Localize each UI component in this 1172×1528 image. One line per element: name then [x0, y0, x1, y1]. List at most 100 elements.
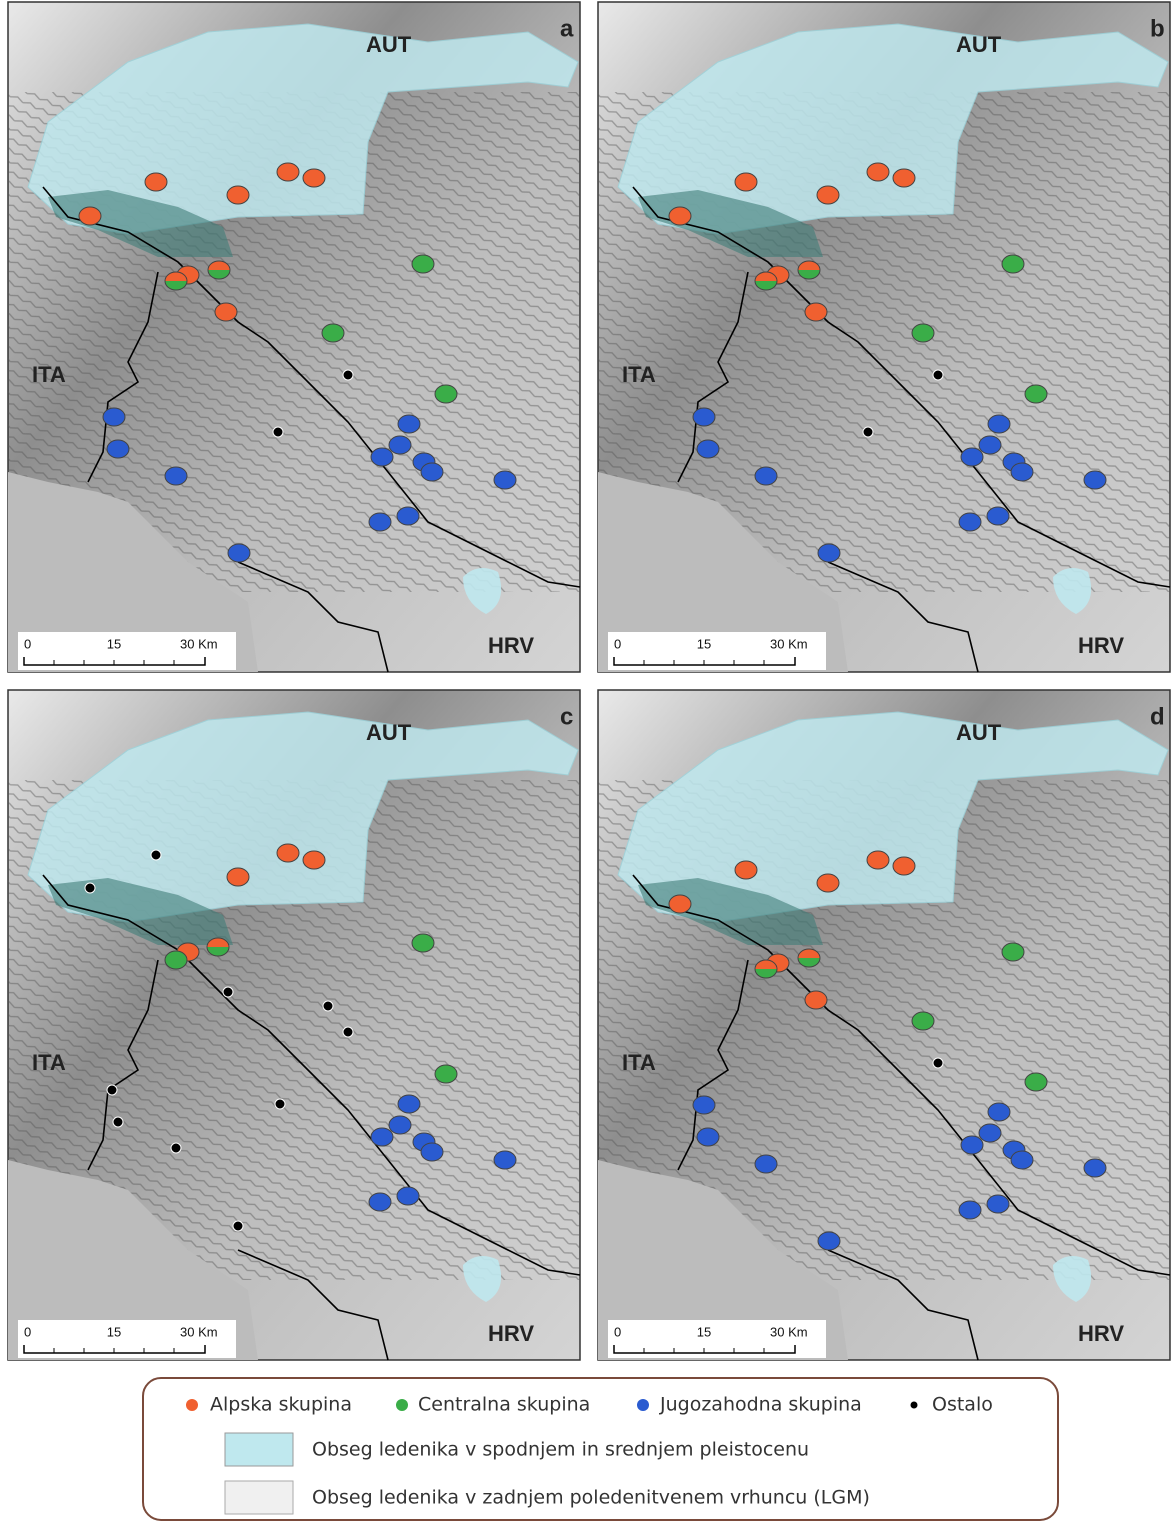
- site-southwest: [398, 415, 420, 433]
- site-central: [435, 1065, 457, 1083]
- site-southwest: [755, 467, 777, 485]
- legend-dot: [186, 1399, 198, 1411]
- site-southwest: [818, 1232, 840, 1250]
- site-central: [165, 951, 187, 969]
- site-alpine: [735, 173, 757, 191]
- site-southwest: [693, 408, 715, 426]
- site-alpine: [227, 868, 249, 886]
- site-other: [323, 1001, 333, 1011]
- scale-label: 30 Km: [770, 636, 808, 651]
- scale-label: 30 Km: [180, 1324, 218, 1339]
- site-alpine: [277, 844, 299, 862]
- legend-swatch: [225, 1433, 293, 1466]
- site-other: [933, 1058, 943, 1068]
- country-label: ITA: [622, 362, 656, 387]
- legend-dot: [396, 1399, 408, 1411]
- site-southwest: [959, 513, 981, 531]
- site-alpine: [303, 851, 325, 869]
- site-central: [1002, 255, 1024, 273]
- map-panel: aAUTITAHRV01530 Km: [8, 2, 580, 672]
- site-other: [275, 1099, 285, 1109]
- site-central: [435, 385, 457, 403]
- site-southwest: [398, 1095, 420, 1113]
- site-alpine: [805, 303, 827, 321]
- site-central: [412, 934, 434, 952]
- site-southwest: [1011, 463, 1033, 481]
- scale-label: 15: [697, 1324, 711, 1339]
- scale-label: 0: [614, 636, 621, 651]
- scale-label: 15: [697, 636, 711, 651]
- map-panel: bAUTITAHRV01530 Km: [598, 2, 1170, 672]
- country-label: HRV: [1078, 1321, 1124, 1346]
- scale-label: 30 Km: [180, 636, 218, 651]
- site-southwest: [959, 1201, 981, 1219]
- site-southwest: [371, 448, 393, 466]
- site-southwest: [1084, 1159, 1106, 1177]
- site-southwest: [165, 467, 187, 485]
- site-alpine: [215, 303, 237, 321]
- site-southwest: [961, 1136, 983, 1154]
- legend-label: Centralna skupina: [418, 1394, 590, 1416]
- country-label: ITA: [32, 1050, 66, 1075]
- site-southwest: [1084, 471, 1106, 489]
- country-label: HRV: [488, 633, 534, 658]
- site-southwest: [421, 463, 443, 481]
- site-other: [223, 987, 233, 997]
- legend-label: Jugozahodna skupina: [659, 1394, 862, 1416]
- country-label: ITA: [32, 362, 66, 387]
- site-southwest: [987, 507, 1009, 525]
- site-alpine: [303, 169, 325, 187]
- site-southwest: [697, 440, 719, 458]
- panel-label: b: [1150, 15, 1165, 42]
- site-southwest: [389, 1116, 411, 1134]
- site-southwest: [987, 1195, 1009, 1213]
- site-other: [107, 1085, 117, 1095]
- legend-label: Obseg ledenika v zadnjem poledenitvenem …: [312, 1487, 870, 1509]
- site-central: [412, 255, 434, 273]
- scale-label: 0: [614, 1324, 621, 1339]
- site-alpine: [227, 186, 249, 204]
- site-central: [1025, 385, 1047, 403]
- site-alpine: [145, 173, 167, 191]
- site-other: [343, 370, 353, 380]
- site-other: [171, 1143, 181, 1153]
- legend-label: Obseg ledenika v spodnjem in srednjem pl…: [312, 1439, 809, 1461]
- site-southwest: [494, 1151, 516, 1169]
- country-label: AUT: [956, 720, 1002, 745]
- site-other: [113, 1117, 123, 1127]
- site-southwest: [397, 507, 419, 525]
- site-central: [912, 1012, 934, 1030]
- site-southwest: [397, 1187, 419, 1205]
- country-label: ITA: [622, 1050, 656, 1075]
- site-central: [322, 324, 344, 342]
- site-southwest: [103, 408, 125, 426]
- site-alpine: [817, 874, 839, 892]
- site-southwest: [494, 471, 516, 489]
- site-southwest: [988, 1103, 1010, 1121]
- site-southwest: [693, 1096, 715, 1114]
- site-southwest: [107, 440, 129, 458]
- scale-label: 15: [107, 1324, 121, 1339]
- country-label: HRV: [488, 1321, 534, 1346]
- site-alpine: [735, 861, 757, 879]
- site-southwest: [389, 436, 411, 454]
- country-label: AUT: [366, 32, 412, 57]
- site-southwest: [228, 544, 250, 562]
- site-alpine: [669, 207, 691, 225]
- panel-label: a: [560, 15, 574, 42]
- country-label: AUT: [366, 720, 412, 745]
- panel-label: c: [560, 703, 573, 730]
- legend-dot: [911, 1402, 918, 1409]
- site-southwest: [961, 448, 983, 466]
- figure: a AUT ITA HRV 0 15 30 Km b AUT ITA HRV 0 15 30 Km c AUT…: [0, 0, 1172, 1524]
- site-alpine: [867, 851, 889, 869]
- legend-dot: [637, 1399, 649, 1411]
- scale-label: 0: [24, 1324, 31, 1339]
- site-southwest: [979, 1124, 1001, 1142]
- site-southwest: [755, 1155, 777, 1173]
- country-label: HRV: [1078, 633, 1124, 658]
- scale-label: 0: [24, 636, 31, 651]
- site-alpine: [669, 895, 691, 913]
- site-other: [151, 850, 161, 860]
- map-panel: c AUT ITA HRV 0 15 30 Km: [8, 690, 580, 1360]
